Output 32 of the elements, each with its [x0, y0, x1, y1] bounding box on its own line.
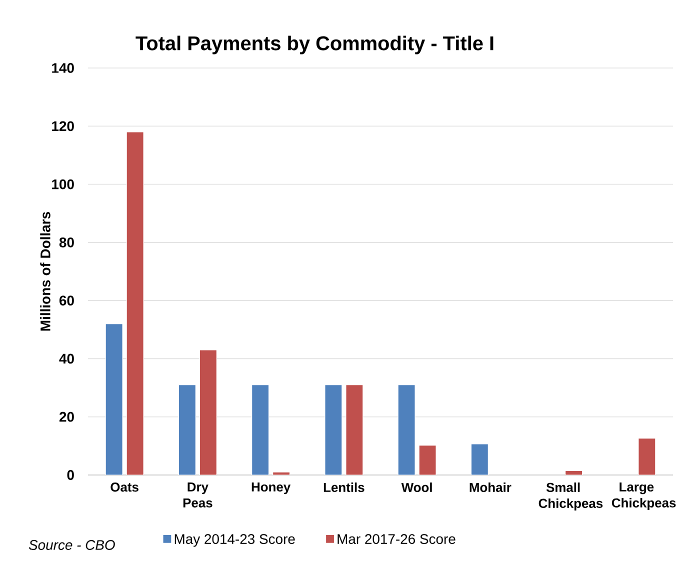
bar — [346, 384, 364, 475]
bar — [470, 444, 488, 475]
bar — [252, 384, 270, 475]
x-tick-label: Dry Peas — [183, 482, 212, 508]
bar — [638, 438, 656, 475]
x-tick-label: Mohair — [470, 482, 512, 492]
legend-label: May 2014-23 Score — [174, 534, 295, 547]
bar — [199, 350, 217, 475]
chart-title: Total Payments by Commodity - Title I — [136, 36, 494, 54]
y-tick-label: 80 — [59, 237, 74, 248]
bar — [398, 384, 416, 475]
bar — [324, 384, 342, 475]
bar — [105, 324, 123, 475]
x-tick-label: Lentils — [324, 482, 364, 492]
y-tick-label: 100 — [52, 179, 74, 190]
x-tick-label: Oats — [110, 482, 138, 492]
x-tick-label: Honey — [252, 482, 291, 494]
y-tick-label: 60 — [59, 296, 74, 306]
y-tick-label: 20 — [59, 412, 74, 422]
bar — [178, 384, 196, 475]
y-tick-label: 120 — [52, 121, 74, 132]
y-axis-title: Millions of Dollars — [40, 212, 50, 331]
source-note: Source - CBO — [28, 540, 115, 550]
y-tick-label: 40 — [59, 354, 74, 364]
y-tick-label: 140 — [52, 63, 74, 73]
y-tick-label: 0 — [67, 470, 74, 480]
x-tick-label: Small Chickpeas — [538, 482, 603, 511]
bar — [126, 132, 144, 475]
x-tick-label: Wool — [401, 482, 432, 492]
bar — [418, 445, 436, 475]
legend-label: Mar 2017-26 Score — [338, 534, 456, 544]
x-tick-label: Large Chickpeas — [612, 482, 676, 510]
